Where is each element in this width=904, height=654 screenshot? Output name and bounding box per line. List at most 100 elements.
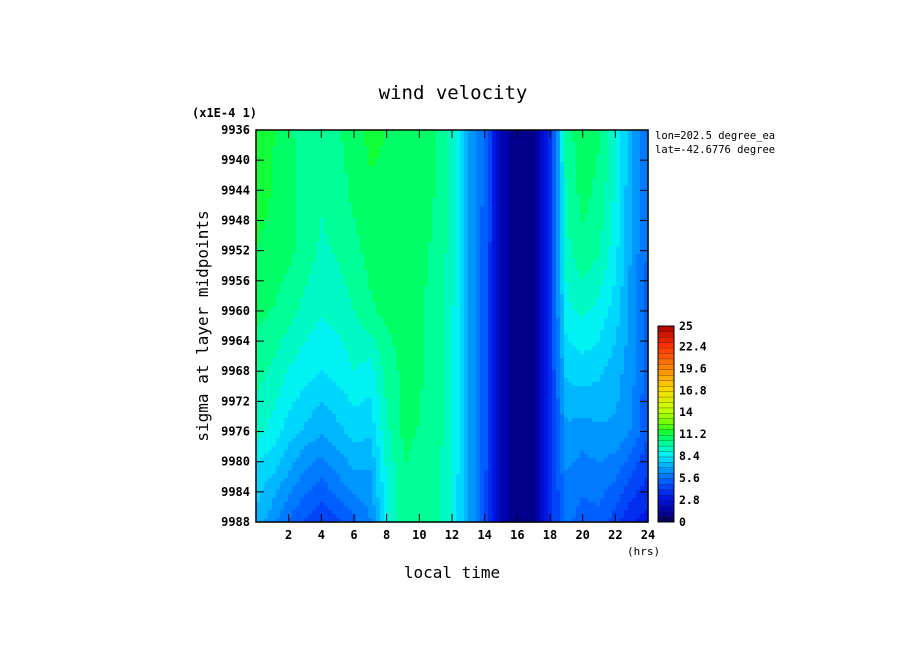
heatmap-cell xyxy=(284,282,289,287)
heatmap-cell xyxy=(532,314,537,319)
heatmap-cell xyxy=(272,138,277,143)
heatmap-cell xyxy=(620,306,625,311)
heatmap-cell xyxy=(616,178,621,183)
heatmap-cell xyxy=(452,322,457,327)
heatmap-cell xyxy=(280,230,285,235)
heatmap-cell xyxy=(512,158,517,163)
heatmap-cell xyxy=(580,270,585,275)
heatmap-cell xyxy=(524,158,529,163)
heatmap-cell xyxy=(472,274,477,279)
heatmap-cell xyxy=(328,218,333,223)
heatmap-cell xyxy=(408,218,413,223)
heatmap-cell xyxy=(480,318,485,323)
heatmap-cell xyxy=(436,294,441,299)
heatmap-cell xyxy=(636,174,641,179)
heatmap-cell xyxy=(276,242,281,247)
heatmap-cell xyxy=(396,290,401,295)
heatmap-cell xyxy=(452,162,457,167)
heatmap-cell xyxy=(412,254,417,259)
heatmap-cell xyxy=(612,130,617,135)
heatmap-cell xyxy=(628,274,633,279)
heatmap-cell xyxy=(444,138,449,143)
heatmap-cell xyxy=(644,194,649,199)
heatmap-cell xyxy=(576,226,581,231)
heatmap-cell xyxy=(304,310,309,315)
heatmap-cell xyxy=(524,186,529,191)
heatmap-cell xyxy=(516,198,521,203)
heatmap-cell xyxy=(372,246,377,251)
heatmap-cell xyxy=(584,306,589,311)
heatmap-cell xyxy=(496,166,501,171)
heatmap-cell xyxy=(492,326,497,331)
heatmap-cell xyxy=(608,234,613,239)
heatmap-cell xyxy=(540,306,545,311)
heatmap-cell xyxy=(320,210,325,215)
heatmap-cell xyxy=(292,130,297,135)
heatmap-cell xyxy=(644,326,649,331)
heatmap-cell xyxy=(496,210,501,215)
heatmap-cell xyxy=(464,166,469,171)
heatmap-cell xyxy=(352,178,357,183)
heatmap-cell xyxy=(504,258,509,263)
heatmap-cell xyxy=(260,194,265,199)
heatmap-cell xyxy=(444,238,449,243)
heatmap-cell xyxy=(520,294,525,299)
heatmap-cell xyxy=(564,258,569,263)
heatmap-cell xyxy=(488,186,493,191)
heatmap-cell xyxy=(412,214,417,219)
heatmap-cell xyxy=(476,318,481,323)
heatmap-cell xyxy=(260,234,265,239)
heatmap-cell xyxy=(488,214,493,219)
heatmap-cell xyxy=(592,258,597,263)
heatmap-cell xyxy=(264,262,269,267)
heatmap-cell xyxy=(440,290,445,295)
heatmap-cell xyxy=(348,314,353,319)
heatmap-cell xyxy=(592,134,597,139)
heatmap-cell xyxy=(580,142,585,147)
heatmap-cell xyxy=(612,202,617,207)
heatmap-cell xyxy=(432,282,437,287)
heatmap-cell xyxy=(436,198,441,203)
heatmap-cell xyxy=(644,266,649,271)
heatmap-cell xyxy=(448,162,453,167)
heatmap-cell xyxy=(260,198,265,203)
heatmap-cell xyxy=(432,274,437,279)
heatmap-cell xyxy=(504,226,509,231)
heatmap-cell xyxy=(580,186,585,191)
heatmap-cell xyxy=(568,286,573,291)
heatmap-cell xyxy=(260,258,265,263)
heatmap-cell xyxy=(344,254,349,259)
heatmap-cell xyxy=(276,318,281,323)
heatmap-cell xyxy=(448,266,453,271)
heatmap-cell xyxy=(620,250,625,255)
heatmap-cell xyxy=(384,170,389,175)
heatmap-cell xyxy=(380,266,385,271)
heatmap-cell xyxy=(276,298,281,303)
heatmap-cell xyxy=(436,206,441,211)
heatmap-cell xyxy=(288,306,293,311)
heatmap-cell xyxy=(540,294,545,299)
heatmap-cell xyxy=(320,190,325,195)
heatmap-cell xyxy=(500,314,505,319)
heatmap-cell xyxy=(444,178,449,183)
heatmap-cell xyxy=(624,154,629,159)
heatmap-cell xyxy=(360,310,365,315)
heatmap-cell xyxy=(588,234,593,239)
heatmap-cell xyxy=(548,250,553,255)
heatmap-cell xyxy=(316,278,321,283)
heatmap-cell xyxy=(480,198,485,203)
heatmap-cell xyxy=(340,318,345,323)
heatmap-cell xyxy=(368,278,373,283)
heatmap-cell xyxy=(420,254,425,259)
heatmap-cell xyxy=(260,134,265,139)
heatmap-cell xyxy=(608,302,613,307)
heatmap-cell xyxy=(524,210,529,215)
heatmap-cell xyxy=(516,186,521,191)
heatmap-cell xyxy=(428,330,433,335)
heatmap-cell xyxy=(372,218,377,223)
heatmap-cell xyxy=(284,278,289,283)
heatmap-cell xyxy=(380,230,385,235)
heatmap-cell xyxy=(396,246,401,251)
heatmap-cell xyxy=(552,306,557,311)
y-multiplier-label: (x1E-4 1) xyxy=(192,106,257,120)
